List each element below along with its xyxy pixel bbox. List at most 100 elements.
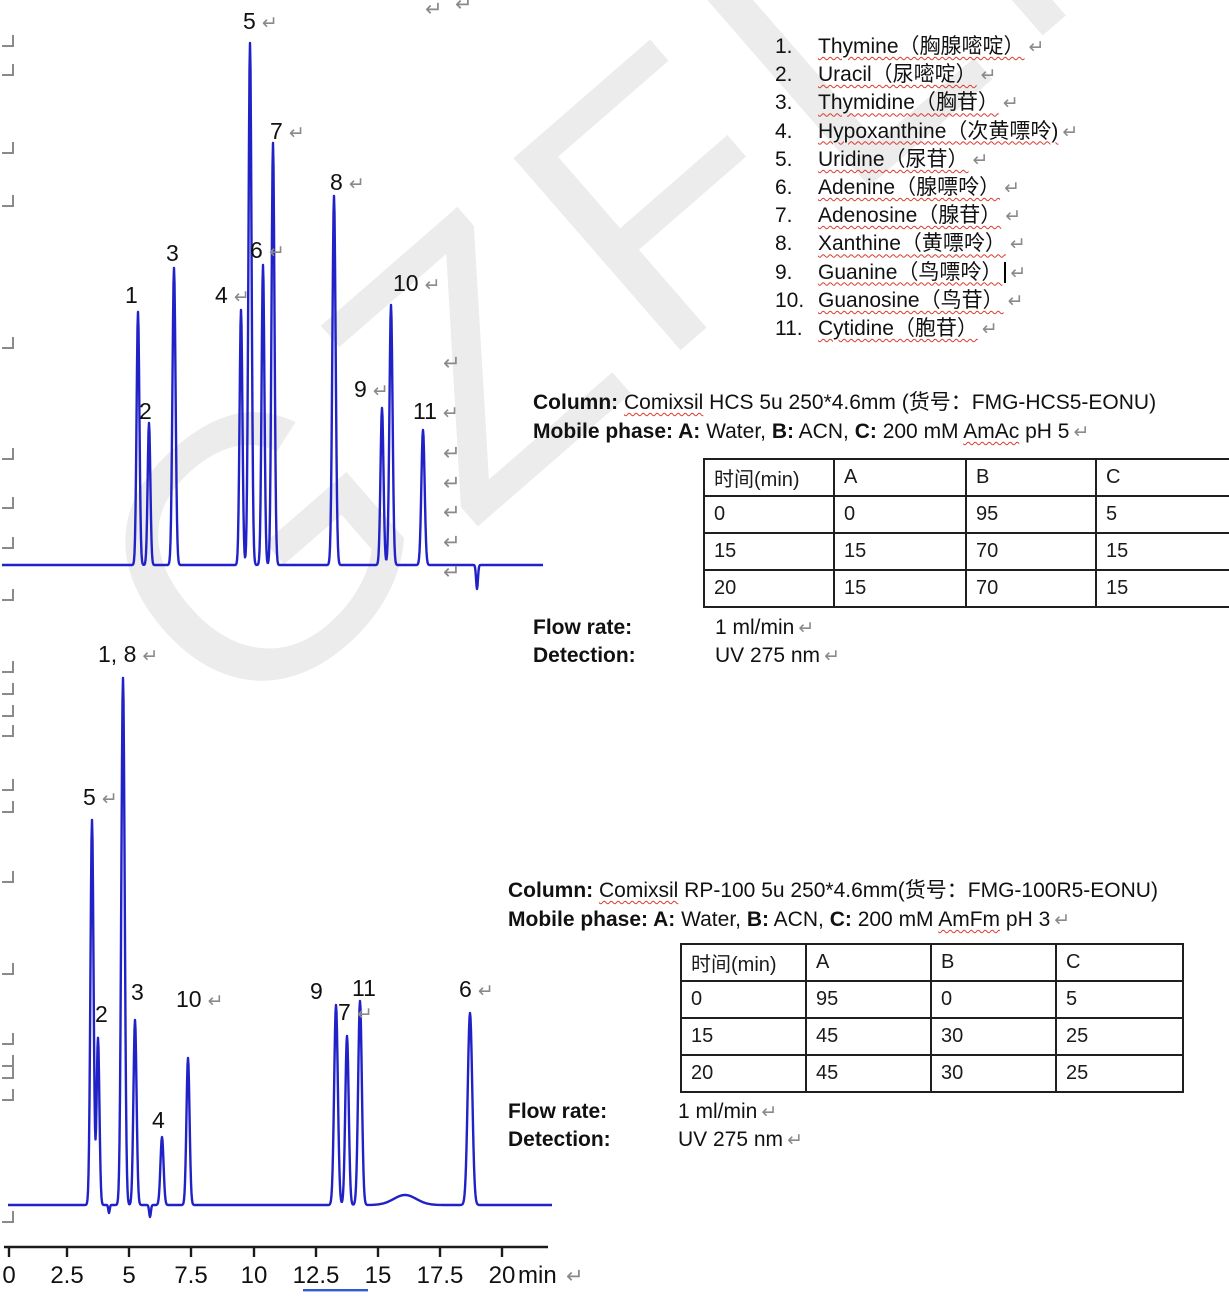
clipped-return-mark-icon [2, 705, 14, 717]
return-mark-icon: ↵ [443, 472, 461, 495]
method-label: Column: [508, 879, 599, 902]
clipped-return-mark-icon [2, 537, 14, 549]
flow-rate-value: 1 ml/min [715, 616, 795, 639]
return-mark-icon: ↵ [566, 1265, 580, 1288]
clipped-return-mark-icon [2, 683, 14, 695]
method-label: Mobile phase: [533, 420, 679, 443]
clipped-return-mark-icon [2, 963, 14, 975]
compound-name: Adenine（腺嘌呤） [818, 176, 1001, 200]
compound-item: 6. Adenine（腺嘌呤） ↵ [775, 174, 1078, 202]
compound-item: 11. Cytidine（胞苷） ↵ [775, 315, 1078, 343]
peak-label: 9 ↵ [354, 376, 389, 402]
x-axis-tick-label: 2.5 [50, 1262, 83, 1289]
x-axis-tick-label: 12.5 [293, 1262, 340, 1289]
method-text: 200 mM [851, 908, 939, 931]
return-mark-icon: ↵ [1054, 909, 1071, 931]
detection-label: Detection: [533, 644, 636, 667]
table-cell: 0 [703, 495, 835, 534]
compound-name: Guanine（鸟嘌呤） [818, 260, 1003, 284]
return-mark-icon: ↵ [1009, 233, 1026, 256]
table-cell: 30 [930, 1017, 1057, 1056]
mobile-phase-line-1: Mobile phase: A: Water, B: ACN, C: 200 m… [533, 417, 1089, 447]
detection-value: UV 275 nm [678, 1128, 784, 1151]
method-text: pH 3 [1000, 908, 1051, 931]
gradient-table-2: 时间(min) A B C 0 95 0 5 15 45 30 25 20 45 30 25 [680, 943, 1184, 1093]
chromatogram-plot: 5 ↵ 2 1, 8 ↵ 3 4 10 ↵ 9 7 ↵11 6 ↵ 0 2.5 5 7.5 10 12.5 1… [2, 641, 584, 1292]
compound-number: 8. [775, 232, 793, 256]
column-line-2: Column: Comixsil RP-100 5u 250*4.6mm(货号：… [508, 876, 1158, 905]
method-text: ACN, [794, 420, 855, 443]
table-row: 0 95 0 5 [680, 980, 1184, 1019]
compound-number: 7. [775, 204, 793, 228]
table-header-cell: A [805, 943, 932, 982]
peak-label: 3 [166, 240, 179, 266]
column-line-1: Column: Comixsil HCS 5u 250*4.6mm (货号：FM… [533, 388, 1156, 417]
table-cell: 0 [930, 980, 1057, 1019]
return-mark-icon: ↵ [1028, 36, 1045, 58]
clipped-return-mark-icon [2, 871, 14, 883]
compound-name: Adenosine（腺苷） [818, 204, 1002, 228]
method-text: ACN, [769, 908, 830, 931]
return-mark-icon: ↵ [1002, 92, 1019, 115]
return-mark-icon: ↵ [1010, 261, 1027, 284]
table-cell: 95 [965, 495, 1097, 534]
return-mark-icon: ↵ [1005, 205, 1022, 228]
table-cell: 15 [1095, 569, 1229, 608]
clipped-return-mark-icon [2, 497, 14, 509]
return-mark-icon: ↵ [1007, 289, 1024, 312]
table-cell: 25 [1055, 1017, 1184, 1056]
return-mark-icon: ↵ [455, 0, 473, 16]
table-cell: 15 [833, 532, 967, 571]
table-cell: 15 [1095, 532, 1229, 571]
table-header-row: 时间(min) A B C [703, 458, 1229, 497]
compound-name: Thymine（胸腺嘧啶） [818, 35, 1025, 58]
peak-label: 1 [125, 282, 138, 308]
return-mark-icon: ↵ [824, 645, 840, 667]
table-cell: 15 [680, 1017, 807, 1056]
method-text: Comixsil [623, 391, 704, 414]
peak-label: 8 ↵ [330, 169, 365, 195]
method-label: B: [746, 908, 769, 931]
compound-item: 5. Uridine（尿苷） ↵ [775, 146, 1078, 174]
detection-label: Detection: [508, 1128, 611, 1151]
peak-label: 5 ↵ [243, 8, 278, 34]
compound-name: Thymidine（胸苷） [818, 91, 999, 115]
peak-label: 4 ↵ [215, 282, 250, 308]
peak-label: 4 [152, 1107, 165, 1133]
table-cell: 25 [1055, 1054, 1184, 1093]
return-mark-icon: ↵ [443, 442, 461, 465]
compound-number: 2. [775, 63, 793, 87]
table-cell: 45 [805, 1054, 932, 1093]
compound-number: 6. [775, 176, 793, 200]
compound-number: 5. [775, 147, 793, 171]
method-text: Water, [675, 908, 747, 931]
table-cell: 20 [703, 569, 835, 608]
compound-number: 9. [775, 260, 793, 284]
compound-name: Uracil（尿嘧啶） [818, 63, 977, 87]
x-axis-tick-label: 0 [2, 1262, 15, 1289]
clipped-return-mark-icon [2, 337, 14, 349]
table-row: 20 15 70 15 [703, 569, 1229, 608]
table-cell: 70 [965, 569, 1097, 608]
return-mark-icon: ↵ [1062, 120, 1079, 143]
peak-label: 2 [139, 398, 152, 424]
clipped-return-mark-icon [2, 725, 14, 737]
text-cursor [1004, 262, 1007, 284]
clipped-return-mark-icon [2, 35, 14, 47]
table-row: 0 0 95 5 [703, 495, 1229, 534]
return-mark-icon: ↵ [443, 352, 461, 375]
flow-rate-row-2: Flow rate: 1 ml/min ↵ [508, 1100, 777, 1124]
table-header-cell: B [965, 458, 1097, 497]
trace-line [7, 676, 553, 1219]
table-cell: 95 [805, 980, 932, 1019]
peak-label: 3 [131, 979, 144, 1005]
compound-number: 1. [775, 35, 793, 58]
compound-item: 7. Adenosine（腺苷） ↵ [775, 202, 1078, 230]
compound-name: Hypoxanthine（次黄嘌呤) [818, 119, 1059, 143]
clipped-return-mark-icon [2, 1067, 14, 1079]
clipped-return-mark-icon [2, 142, 14, 154]
table-cell: 15 [703, 532, 835, 571]
flow-rate-row-1: Flow rate: 1 ml/min ↵ [533, 616, 814, 640]
method-label: C: [854, 420, 877, 443]
table-header-cell: 时间(min) [680, 943, 807, 982]
